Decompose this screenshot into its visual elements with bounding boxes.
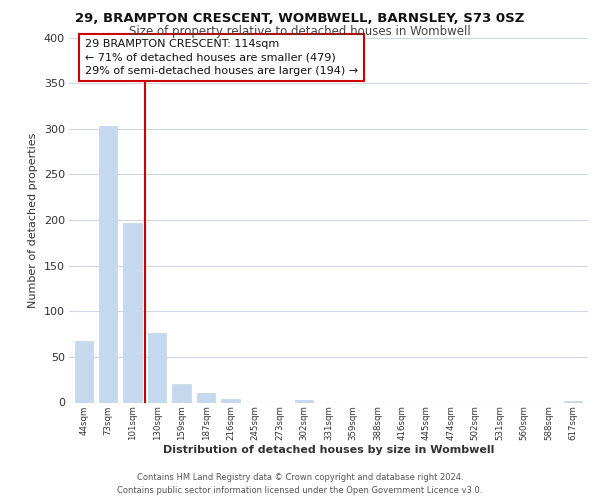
- Bar: [197, 394, 215, 402]
- Bar: [124, 222, 142, 402]
- Bar: [564, 400, 583, 402]
- Text: Size of property relative to detached houses in Wombwell: Size of property relative to detached ho…: [129, 25, 471, 38]
- Text: Contains HM Land Registry data © Crown copyright and database right 2024.
Contai: Contains HM Land Registry data © Crown c…: [118, 474, 482, 495]
- Text: 29 BRAMPTON CRESCENT: 114sqm
← 71% of detached houses are smaller (479)
29% of s: 29 BRAMPTON CRESCENT: 114sqm ← 71% of de…: [85, 40, 358, 76]
- Y-axis label: Number of detached properties: Number of detached properties: [28, 132, 38, 308]
- Text: 29, BRAMPTON CRESCENT, WOMBWELL, BARNSLEY, S73 0SZ: 29, BRAMPTON CRESCENT, WOMBWELL, BARNSLE…: [76, 12, 524, 26]
- Text: Distribution of detached houses by size in Wombwell: Distribution of detached houses by size …: [163, 445, 494, 455]
- Bar: [221, 399, 240, 402]
- Bar: [74, 342, 93, 402]
- Bar: [99, 126, 118, 402]
- Bar: [148, 333, 166, 402]
- Bar: [172, 384, 191, 402]
- Bar: [295, 400, 313, 402]
